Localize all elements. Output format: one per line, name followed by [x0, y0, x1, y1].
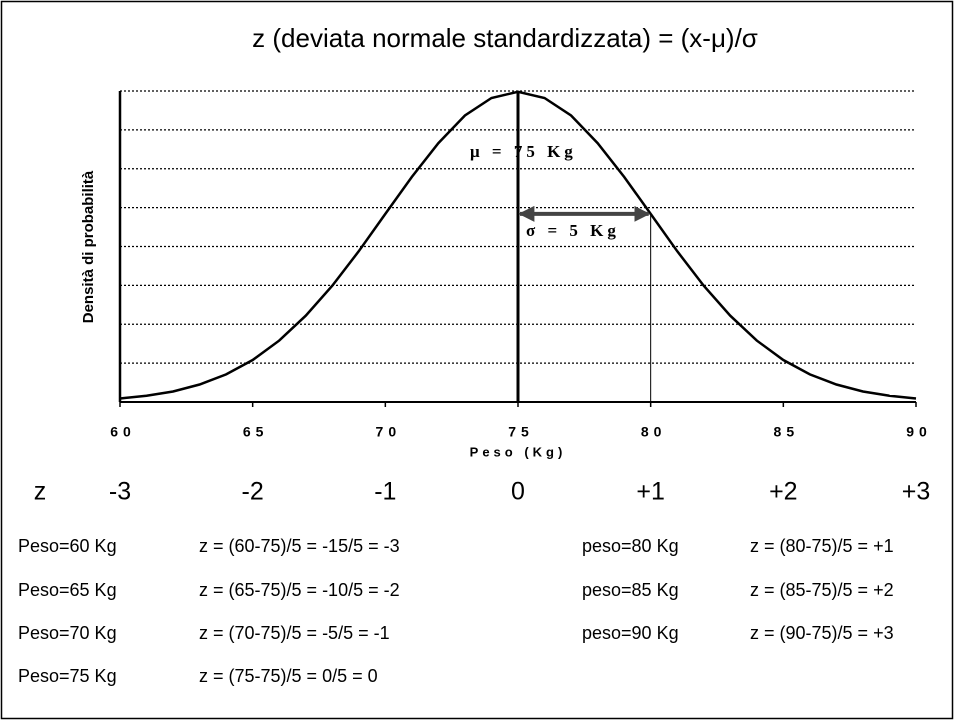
calc-weight: Peso=60 Kg: [18, 536, 117, 556]
z-value: -2: [242, 478, 264, 506]
calc-formula: z = (65-75)/5 = -10/5 = -2: [199, 580, 400, 600]
z-value: +1: [636, 478, 665, 506]
z-value: -3: [109, 478, 131, 506]
x-tick-label: 75: [508, 424, 534, 440]
x-axis-label: Peso (Kg): [470, 444, 567, 459]
calc-formula: z = (70-75)/5 = -5/5 = -1: [199, 623, 390, 643]
x-tick-label: 60: [110, 424, 136, 440]
x-tick-label: 90: [906, 424, 932, 440]
y-axis-label: Densità di probabilità: [80, 170, 97, 323]
calc-formula: z = (85-75)/5 = +2: [750, 580, 894, 600]
z-value: 0: [511, 478, 525, 506]
calc-formula: z = (60-75)/5 = -15/5 = -3: [199, 536, 400, 556]
chart-title: z (deviata normale standardizzata) = (x-…: [252, 23, 758, 53]
calc-formula: z = (90-75)/5 = +3: [750, 623, 894, 643]
calc-weight: peso=85 Kg: [582, 580, 679, 600]
calc-weight: peso=80 Kg: [582, 536, 679, 556]
sigma-label: σ = 5 Kg: [526, 221, 620, 240]
x-tick-label: 70: [376, 424, 402, 440]
calc-weight: Peso=70 Kg: [18, 623, 117, 643]
z-value: +3: [902, 478, 931, 506]
calc-weight: Peso=65 Kg: [18, 580, 117, 600]
x-tick-label: 65: [243, 424, 269, 440]
mean-label: μ = 75 Kg: [470, 142, 577, 161]
x-tick-label: 80: [641, 424, 667, 440]
x-tick-label: 85: [774, 424, 800, 440]
calc-weight: Peso=75 Kg: [18, 666, 117, 686]
z-value: +2: [769, 478, 798, 506]
z-row-label: z: [34, 478, 47, 506]
calc-formula: z = (80-75)/5 = +1: [750, 536, 894, 556]
z-value: -1: [374, 478, 396, 506]
calc-formula: z = (75-75)/5 = 0/5 = 0: [199, 666, 378, 686]
calc-weight: peso=90 Kg: [582, 623, 679, 643]
